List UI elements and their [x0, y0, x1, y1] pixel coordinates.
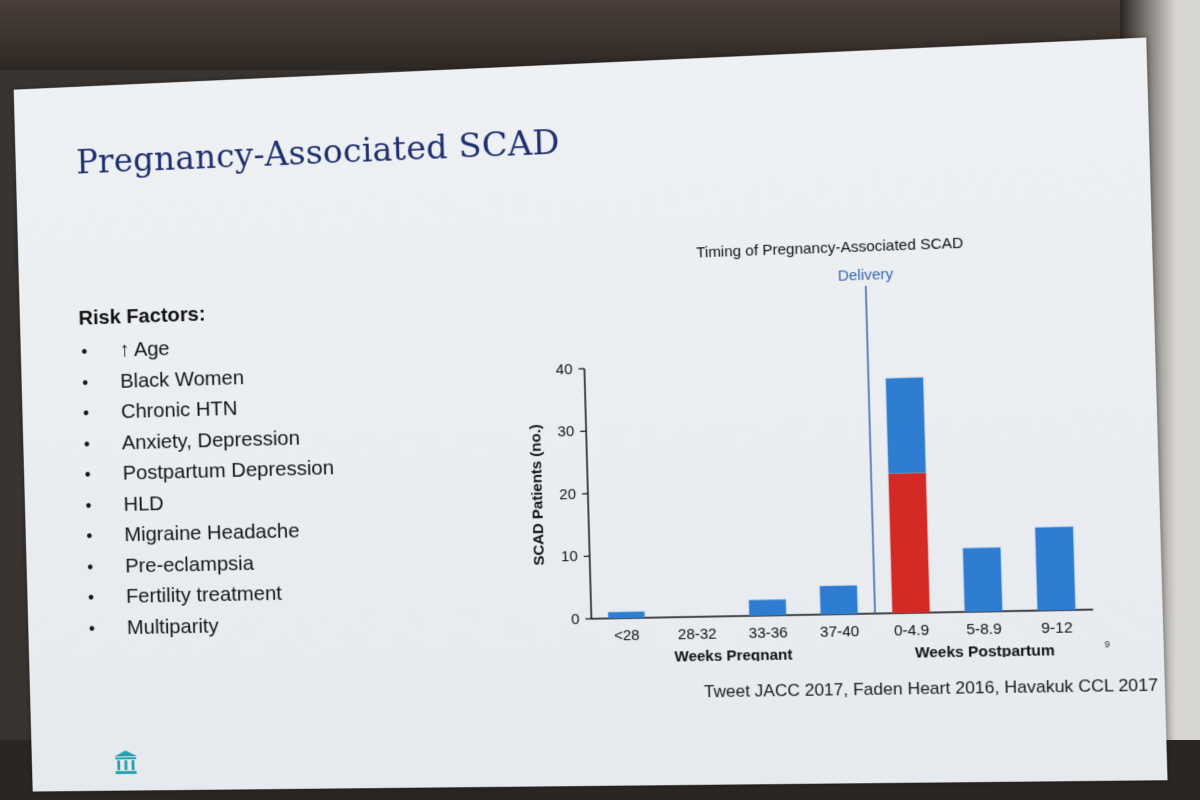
- bar-scad-patients: [749, 599, 786, 615]
- bullet-icon: •: [78, 367, 121, 399]
- x-tick-label: 0-4.9: [894, 623, 930, 640]
- delivery-label: Delivery: [837, 266, 894, 284]
- bar-scad-patients: [1035, 527, 1075, 611]
- x-tick-label: 9-12: [1041, 620, 1073, 637]
- y-tick-label: 10: [561, 549, 578, 566]
- bar-first-week-postpartum: [888, 473, 929, 614]
- risk-factor-label: Migraine Headache: [124, 520, 300, 547]
- chart-title: Timing of Pregnancy-Associated SCAD: [696, 235, 964, 261]
- risk-factor-label: Postpartum Depression: [122, 456, 334, 484]
- citation-text: Tweet JACC 2017, Faden Heart 2016, Havak…: [704, 675, 1159, 702]
- bullet-icon: •: [81, 490, 124, 522]
- risk-factor-label: Anxiety, Depression: [122, 426, 301, 454]
- bar-scad-patients: [820, 585, 858, 614]
- scad-timing-chart: Timing of Pregnancy-Associated SCAD 0 10 20…: [501, 203, 1126, 665]
- risk-factor-label: Pre-eclampsia: [125, 552, 254, 577]
- risk-factors-list: • ↑ Age • Black Women • Chronic HTN • Anxiety, …: [77, 328, 339, 644]
- bullet-icon: •: [77, 336, 120, 368]
- x-tick-label: 33-36: [749, 625, 788, 642]
- page-number: 9: [1104, 639, 1110, 649]
- delivery-line: [866, 286, 875, 614]
- institution-building-icon: [111, 747, 140, 777]
- risk-factor-item: • Fertility treatment: [84, 577, 338, 613]
- risk-factor-item: • Postpartum Depression: [80, 452, 334, 490]
- y-axis-label: SCAD Patients (no.): [528, 424, 548, 566]
- x-tick-label: 37-40: [820, 624, 860, 641]
- risk-factor-label: ↑ Age: [119, 337, 170, 361]
- x-group-label: Weeks Pregnant: [674, 647, 792, 665]
- bar-scad-patients: [886, 377, 926, 473]
- risk-factor-label: Multiparity: [127, 614, 219, 638]
- bullet-icon: •: [83, 552, 126, 584]
- risk-factor-label: HLD: [123, 492, 164, 515]
- x-tick-label: 5-8.9: [966, 621, 1002, 638]
- x-tick-label: 28-32: [678, 626, 717, 643]
- y-tick-label: 0: [571, 612, 580, 628]
- y-tick-label: 40: [556, 362, 573, 379]
- risk-factor-item: • Migraine Headache: [82, 515, 336, 552]
- bullet-icon: •: [81, 459, 124, 491]
- y-tick-label: 20: [559, 487, 576, 504]
- risk-factor-item: • Multiparity: [85, 608, 339, 644]
- risk-factor-label: Black Women: [120, 366, 244, 392]
- x-group-label: Weeks Postpartum: [915, 643, 1055, 662]
- bar-scad-patients: [963, 547, 1003, 612]
- presentation-slide: Pregnancy-Associated SCAD Risk Factors: …: [14, 38, 1168, 792]
- risk-factor-label: Fertility treatment: [126, 582, 282, 608]
- bullet-icon: •: [85, 613, 128, 645]
- bullet-icon: •: [80, 428, 123, 460]
- x-tick-label: <28: [614, 628, 640, 645]
- bar-scad-patients: [608, 612, 645, 619]
- bullet-icon: •: [84, 582, 127, 614]
- slide-title: Pregnancy-Associated SCAD: [76, 123, 560, 183]
- bullet-icon: •: [82, 521, 125, 553]
- risk-factors-heading: Risk Factors:: [78, 303, 206, 331]
- bullet-icon: •: [79, 398, 122, 430]
- y-tick-label: 30: [557, 424, 574, 441]
- risk-factor-label: Chronic HTN: [121, 397, 238, 423]
